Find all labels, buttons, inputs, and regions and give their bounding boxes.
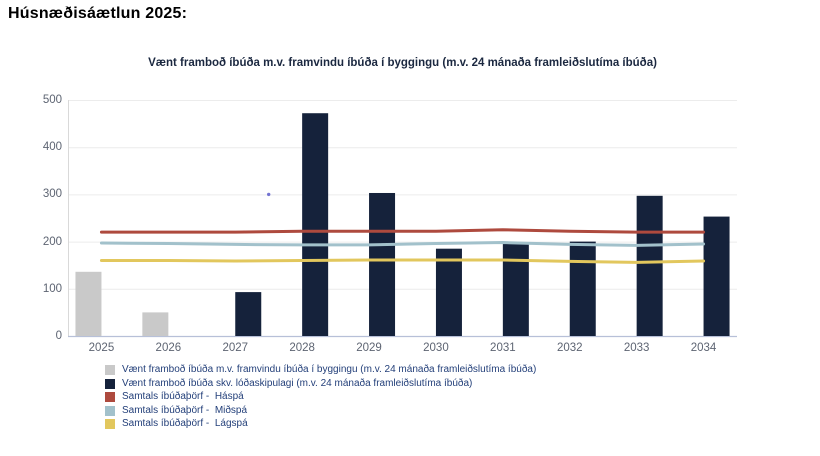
legend-swatch-midspa	[105, 405, 115, 416]
x-tick-label-2029: 2029	[356, 342, 382, 354]
x-tick-label-2033: 2033	[623, 342, 650, 354]
y-tick-label-100: 100	[42, 282, 62, 295]
bar-framvinda-2025	[75, 271, 102, 336]
x-tick-label-2028: 2028	[289, 342, 315, 354]
legend-label-midspa: Samtals íbúðaþörf - Miðspá	[122, 404, 248, 416]
legend-swatch-lodaskipulag	[105, 378, 115, 389]
legend-label-lodaskipulag: Vænt framboð íbúða skv. lóðaskipulagi (m…	[122, 377, 473, 389]
x-tick-label-2030: 2030	[423, 342, 449, 354]
y-tick-label-200: 200	[42, 235, 62, 248]
legend-item-midspa: Samtals íbúðaþörf - Miðspá	[105, 404, 536, 416]
x-tick-label-2032: 2032	[556, 342, 583, 354]
line-haspa	[99, 228, 706, 234]
legend-item-haspa: Samtals íbúðaþörf - Háspá	[105, 392, 536, 402]
bar-lodaskipulag-2027	[235, 292, 262, 336]
y-tick-label-0: 0	[55, 330, 62, 342]
legend-item-lodaskipulag: Vænt framboð íbúða skv. lóðaskipulagi (m…	[105, 377, 536, 389]
line-midspa	[99, 241, 706, 247]
legend-item-framvinda: Vænt framboð íbúða m.v. framvindu íbúða …	[105, 365, 536, 375]
y-tick-label-300: 300	[42, 188, 62, 201]
legend-label-framvinda: Vænt framboð íbúða m.v. framvindu íbúða …	[122, 364, 537, 375]
bar-lodaskipulag-2031	[502, 242, 529, 336]
chart-title: Vænt framboð íbúða m.v. framvindu íbúða …	[148, 57, 657, 69]
bar-lodaskipulag-2034	[703, 216, 730, 336]
y-tick-label-500: 500	[42, 94, 62, 106]
x-tick-label-2034: 2034	[690, 342, 717, 354]
legend-item-lagspa: Samtals íbúðaþörf - Lágspá	[105, 419, 536, 429]
legend-label-lagspa: Samtals íbúðaþörf - Lágspá	[122, 418, 248, 429]
x-tick-label-2026: 2026	[155, 342, 182, 354]
stray-dot-marker	[267, 192, 271, 197]
y-tick-label-400: 400	[42, 141, 62, 154]
legend-label-haspa: Samtals íbúðaþörf - Háspá	[122, 391, 244, 402]
x-tick-label-2025: 2025	[88, 342, 115, 354]
bar-lodaskipulag-2028	[302, 113, 329, 336]
x-tick-label-2027: 2027	[222, 342, 249, 354]
bar-lodaskipulag-2030	[435, 248, 462, 336]
bar-lodaskipulag-2032	[569, 241, 596, 336]
line-lagspa	[99, 258, 706, 264]
legend-swatch-haspa	[105, 392, 115, 402]
bar-lodaskipulag-2029	[369, 192, 396, 336]
bar-framvinda-2026	[142, 312, 169, 336]
chart-legend: Vænt framboð íbúða m.v. framvindu íbúða …	[105, 365, 536, 429]
bar-lodaskipulag-2033	[636, 195, 663, 336]
legend-swatch-framvinda	[105, 365, 115, 375]
page-title: Húsnæðisáætlun 2025:	[8, 5, 188, 22]
x-tick-label-2031: 2031	[490, 342, 516, 354]
legend-swatch-lagspa	[105, 419, 115, 429]
